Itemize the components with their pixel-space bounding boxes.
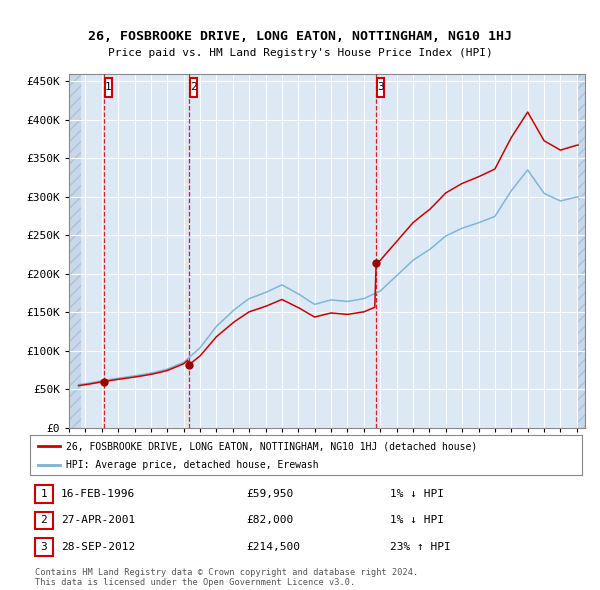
Bar	[190, 78, 197, 97]
Text: This data is licensed under the Open Government Licence v3.0.: This data is licensed under the Open Gov…	[35, 578, 355, 588]
Bar	[377, 78, 385, 97]
Bar	[577, 74, 585, 428]
Bar	[577, 74, 585, 428]
Text: 27-APR-2001: 27-APR-2001	[61, 516, 136, 525]
Text: 28-SEP-2012: 28-SEP-2012	[61, 542, 136, 552]
Text: £59,950: £59,950	[246, 489, 293, 499]
Text: 1: 1	[105, 82, 112, 92]
Text: 2: 2	[40, 516, 47, 525]
Text: Price paid vs. HM Land Registry's House Price Index (HPI): Price paid vs. HM Land Registry's House …	[107, 48, 493, 58]
Text: 1% ↓ HPI: 1% ↓ HPI	[390, 489, 444, 499]
Text: HPI: Average price, detached house, Erewash: HPI: Average price, detached house, Erew…	[66, 460, 319, 470]
Text: £82,000: £82,000	[246, 516, 293, 525]
Text: 2: 2	[190, 82, 197, 92]
Text: 3: 3	[40, 542, 47, 552]
Text: 26, FOSBROOKE DRIVE, LONG EATON, NOTTINGHAM, NG10 1HJ: 26, FOSBROOKE DRIVE, LONG EATON, NOTTING…	[88, 30, 512, 43]
Text: 26, FOSBROOKE DRIVE, LONG EATON, NOTTINGHAM, NG10 1HJ (detached house): 26, FOSBROOKE DRIVE, LONG EATON, NOTTING…	[66, 441, 477, 451]
Text: 3: 3	[377, 82, 384, 92]
Text: Contains HM Land Registry data © Crown copyright and database right 2024.: Contains HM Land Registry data © Crown c…	[35, 568, 418, 577]
Text: £214,500: £214,500	[246, 542, 300, 552]
Text: 16-FEB-1996: 16-FEB-1996	[61, 489, 136, 499]
Bar	[69, 74, 81, 428]
Text: 1% ↓ HPI: 1% ↓ HPI	[390, 516, 444, 525]
Bar	[105, 78, 112, 97]
Text: 1: 1	[40, 489, 47, 499]
Text: 23% ↑ HPI: 23% ↑ HPI	[390, 542, 451, 552]
Bar	[69, 74, 81, 428]
